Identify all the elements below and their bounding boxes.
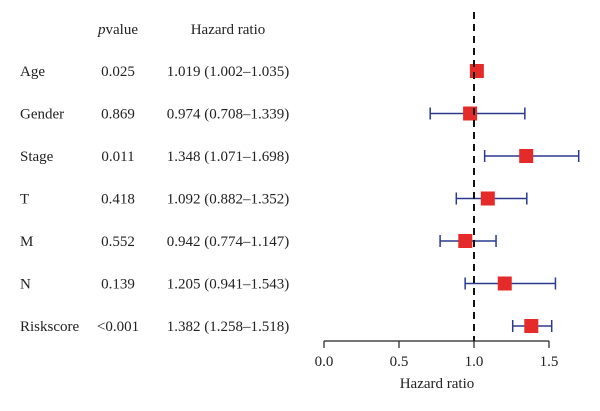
row-label: Age (20, 64, 45, 80)
row-label: Riskscore (20, 319, 80, 335)
row-hazard-ratio-text: 1.382 (1.258–1.518) (167, 319, 290, 335)
x-tick-label: 0.0 (315, 354, 334, 370)
hazard-ratio-point (497, 276, 512, 291)
hazard-ratio-point (458, 234, 473, 248)
forest-row: Stage 0.011 1.348 (1.071–1.698) (20, 149, 580, 165)
row-pvalue: 0.025 (101, 64, 135, 80)
x-axis-label: Hazard ratio (400, 376, 475, 392)
x-tick-label: 0.5 (390, 354, 409, 370)
row-hazard-ratio-text: 1.205 (0.941–1.543) (167, 277, 290, 293)
row-pvalue: 0.552 (101, 234, 135, 250)
row-pvalue: 0.418 (101, 192, 135, 208)
row-hazard-ratio-text: 1.019 (1.002–1.035) (167, 64, 290, 80)
row-pvalue: 0.869 (101, 107, 135, 123)
hazard-ratio-point (469, 64, 484, 78)
hazard-ratio-point (480, 191, 495, 206)
hazard-ratio-column-header: Hazard ratio (191, 22, 266, 38)
row-label: M (20, 234, 33, 250)
forest-row: Riskscore <0.001 1.382 (1.258–1.518) (20, 319, 553, 335)
row-hazard-ratio-text: 1.092 (0.882–1.352) (167, 192, 290, 208)
row-hazard-ratio-text: 0.974 (0.708–1.339) (167, 107, 290, 123)
x-axis: 0.0 0.5 1.0 1.5 (315, 12, 559, 370)
forest-row: M 0.552 0.942 (0.774–1.147) (20, 234, 497, 250)
x-tick-label: 1.5 (540, 354, 559, 370)
forest-row: N 0.139 1.205 (0.941–1.543) (20, 276, 557, 293)
hazard-ratio-point (519, 149, 534, 163)
row-label: N (20, 277, 31, 293)
forest-row: T 0.418 1.092 (0.882–1.352) (20, 191, 528, 208)
hazard-ratio-point (524, 319, 539, 333)
pvalue-column-header: pvalue (97, 22, 138, 38)
row-pvalue: 0.139 (101, 277, 135, 293)
forest-row: Gender 0.869 0.974 (0.708–1.339) (20, 106, 526, 123)
x-tick-label: 1.0 (465, 354, 484, 370)
forest-row: Age 0.025 1.019 (1.002–1.035) (20, 64, 484, 80)
row-pvalue: 0.011 (101, 149, 134, 165)
row-pvalue: <0.001 (97, 319, 139, 335)
forest-rows: Age 0.025 1.019 (1.002–1.035) Gender 0.869 0.… (20, 64, 580, 335)
row-hazard-ratio-text: 1.348 (1.071–1.698) (167, 149, 290, 165)
row-label: Gender (20, 107, 64, 123)
row-hazard-ratio-text: 0.942 (0.774–1.147) (167, 234, 290, 250)
row-label: T (20, 192, 29, 208)
row-label: Stage (20, 149, 54, 165)
